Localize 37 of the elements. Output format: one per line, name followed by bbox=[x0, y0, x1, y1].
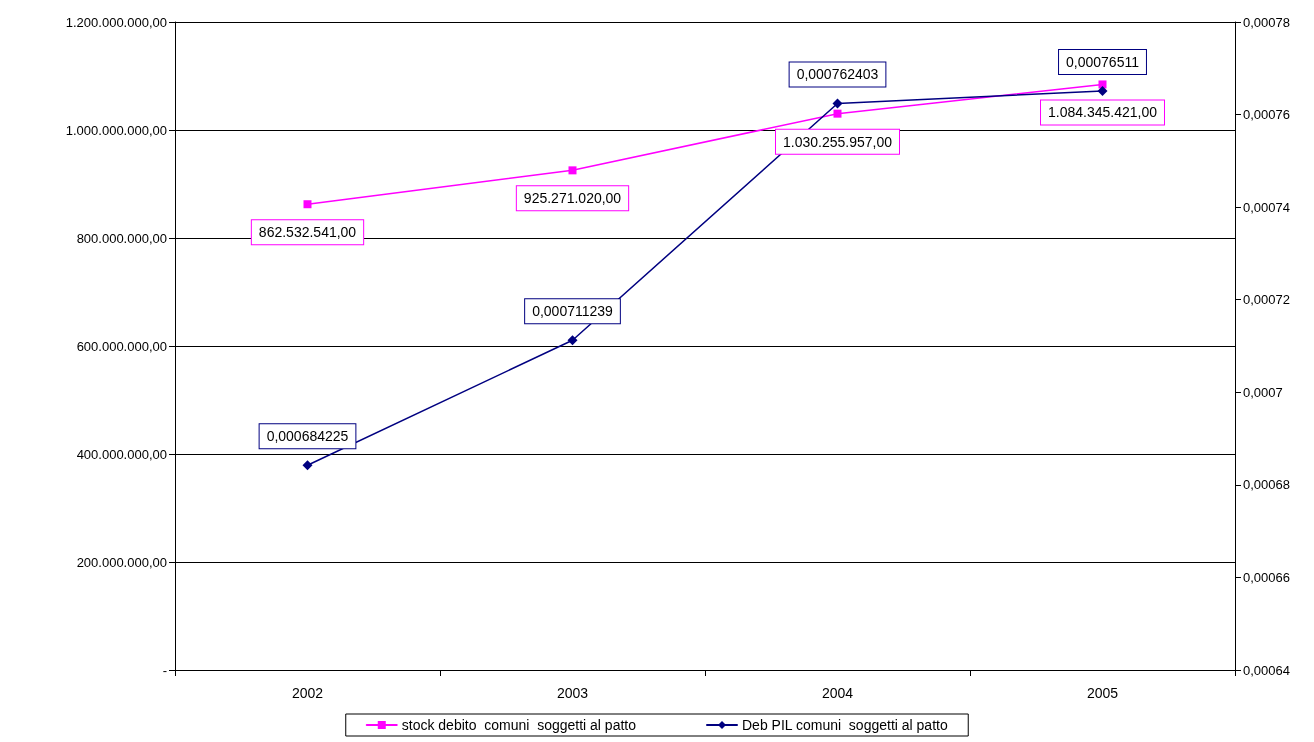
point bbox=[1098, 80, 1107, 89]
data-label: 0,00076511 bbox=[1066, 53, 1140, 70]
y2-tick-label: 0,00072 bbox=[1243, 292, 1290, 308]
point bbox=[303, 200, 312, 209]
point bbox=[302, 460, 313, 471]
y2-tick-label: 0,00074 bbox=[1243, 199, 1290, 215]
y2-tick-label: 0,0007 bbox=[1243, 384, 1283, 400]
data-label: 1.030.255.957,00 bbox=[783, 133, 893, 150]
y-tick-label: 800.000.000,00 bbox=[76, 230, 167, 246]
y2-tick-label: 0,00066 bbox=[1243, 569, 1290, 585]
y2-tick-label: 0,00076 bbox=[1243, 107, 1290, 123]
y-tick-label: 200.000.000,00 bbox=[76, 554, 167, 570]
point bbox=[568, 166, 577, 175]
point bbox=[567, 335, 578, 346]
y2-tick-label: 0,00078 bbox=[1243, 14, 1290, 30]
data-label: 862.532.541,00 bbox=[258, 224, 357, 241]
data-label: 0,000711239 bbox=[532, 303, 614, 320]
point bbox=[1097, 85, 1108, 96]
data-label: 925.271.020,00 bbox=[523, 190, 622, 207]
y-tick-label: - bbox=[162, 662, 167, 678]
legend-label: stock debito comuni soggetti al patto bbox=[401, 717, 637, 733]
point bbox=[832, 98, 843, 109]
legend-label: Deb PIL comuni soggetti al patto bbox=[742, 717, 948, 733]
data-label: 0,000762403 bbox=[796, 66, 879, 83]
y-tick-label: 1.200.000.000,00 bbox=[65, 14, 167, 30]
data-label: 0,000684225 bbox=[266, 428, 349, 445]
y-tick-label: 1.000.000.000,00 bbox=[65, 122, 167, 138]
x-tick-label: 2004 bbox=[821, 685, 854, 701]
x-tick-label: 2003 bbox=[556, 685, 589, 701]
y2-tick-label: 0,00064 bbox=[1243, 662, 1290, 678]
x-tick-label: 2002 bbox=[291, 685, 324, 701]
x-tick-label: 2005 bbox=[1086, 685, 1119, 701]
data-label: 1.084.345.421,00 bbox=[1048, 104, 1158, 121]
y2-tick-label: 0,00068 bbox=[1243, 477, 1290, 493]
y-tick-label: 400.000.000,00 bbox=[76, 446, 167, 462]
point bbox=[833, 109, 842, 118]
y-tick-label: 600.000.000,00 bbox=[76, 338, 167, 354]
